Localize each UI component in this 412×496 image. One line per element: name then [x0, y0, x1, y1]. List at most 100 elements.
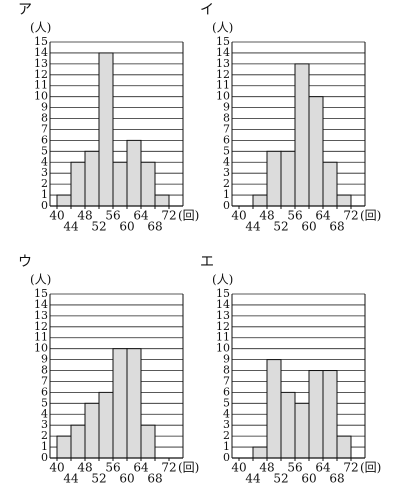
bar	[70, 161, 86, 207]
x-tick-label: 60	[301, 472, 316, 486]
bar	[70, 424, 86, 459]
bar	[294, 402, 310, 459]
y-tick-label: 0	[223, 451, 230, 464]
y-tick-label: 1	[41, 440, 48, 453]
y-tick-label: 3	[41, 418, 48, 431]
x-tick-label: 64	[315, 209, 331, 223]
y-axis-label: (人)	[212, 273, 233, 287]
chart-title: ウ	[18, 254, 32, 270]
y-tick-label: 5	[41, 396, 48, 409]
bar	[154, 194, 170, 207]
x-tick-label: 40	[231, 461, 246, 475]
x-tick-label: 64	[133, 461, 149, 475]
bar	[308, 370, 324, 459]
y-tick-label: 12	[34, 68, 48, 81]
y-tick-label: 4	[223, 155, 230, 168]
bar	[252, 446, 268, 459]
x-tick-label: 44	[63, 472, 79, 486]
y-tick-label: 4	[41, 407, 48, 420]
y-tick-label: 15	[34, 287, 48, 300]
y-tick-label: 2	[41, 429, 48, 442]
y-tick-label: 2	[41, 177, 48, 190]
bar	[126, 348, 142, 459]
x-tick-label: 56	[105, 461, 120, 475]
y-tick-label: 8	[41, 112, 48, 125]
x-tick-label: 44	[63, 220, 79, 234]
x-tick-label: 56	[105, 209, 120, 223]
y-tick-label: 11	[216, 79, 230, 92]
bar	[280, 391, 296, 459]
bar	[140, 161, 156, 207]
x-tick-label: 52	[273, 220, 288, 234]
bar	[336, 194, 352, 207]
bar	[126, 139, 142, 207]
x-axis-label: (回)	[360, 209, 381, 223]
y-tick-label: 3	[223, 418, 230, 431]
bar	[112, 161, 128, 207]
bar	[294, 63, 310, 207]
y-tick-label: 6	[41, 133, 48, 146]
x-tick-label: 60	[119, 472, 134, 486]
bar	[266, 359, 282, 459]
bar	[140, 424, 156, 459]
y-tick-label: 13	[34, 57, 48, 70]
y-tick-label: 1	[223, 188, 230, 201]
bar	[84, 150, 100, 207]
y-tick-label: 4	[41, 155, 48, 168]
bar	[308, 96, 324, 207]
y-tick-label: 5	[223, 144, 230, 157]
x-tick-label: 52	[91, 472, 106, 486]
x-axis-label: (回)	[360, 461, 381, 475]
x-tick-label: 52	[273, 472, 288, 486]
bar	[252, 194, 268, 207]
x-tick-label: 44	[245, 220, 261, 234]
y-tick-label: 8	[223, 364, 230, 377]
bar	[266, 150, 282, 207]
y-tick-label: 9	[41, 353, 48, 366]
x-tick-label: 44	[245, 472, 261, 486]
x-axis-label: (回)	[178, 209, 199, 223]
y-tick-label: 10	[216, 342, 230, 355]
x-tick-label: 72	[343, 461, 358, 475]
y-axis-label: (人)	[212, 21, 233, 35]
y-tick-label: 10	[216, 90, 230, 103]
y-tick-label: 12	[216, 68, 230, 81]
x-tick-label: 52	[91, 220, 106, 234]
x-tick-label: 68	[147, 472, 162, 486]
y-tick-label: 11	[216, 331, 230, 344]
x-tick-label: 48	[259, 209, 274, 223]
y-tick-label: 13	[34, 309, 48, 322]
y-tick-label: 7	[41, 374, 48, 387]
y-tick-label: 7	[223, 122, 230, 135]
x-tick-label: 72	[343, 209, 358, 223]
bar	[84, 402, 100, 459]
y-tick-label: 6	[41, 385, 48, 398]
y-tick-label: 7	[223, 374, 230, 387]
x-tick-label: 40	[49, 209, 64, 223]
x-tick-label: 40	[49, 461, 64, 475]
bar	[56, 435, 72, 459]
bar	[322, 370, 338, 459]
x-tick-label: 60	[119, 220, 134, 234]
y-tick-label: 2	[223, 177, 230, 190]
y-tick-label: 0	[41, 451, 48, 464]
y-axis-label: (人)	[30, 273, 51, 287]
y-tick-label: 6	[223, 133, 230, 146]
y-tick-label: 15	[34, 35, 48, 48]
bar	[280, 150, 296, 207]
y-tick-label: 10	[34, 90, 48, 103]
y-tick-label: 9	[223, 101, 230, 114]
x-tick-label: 60	[301, 220, 316, 234]
y-tick-label: 15	[216, 35, 230, 48]
y-tick-label: 5	[41, 144, 48, 157]
bar	[98, 391, 114, 459]
y-tick-label: 12	[216, 320, 230, 333]
x-tick-label: 64	[315, 461, 331, 475]
y-tick-label: 5	[223, 396, 230, 409]
y-tick-label: 12	[34, 320, 48, 333]
y-tick-label: 13	[216, 57, 230, 70]
x-tick-label: 64	[133, 209, 149, 223]
x-tick-label: 48	[259, 461, 274, 475]
x-tick-label: 72	[161, 461, 176, 475]
